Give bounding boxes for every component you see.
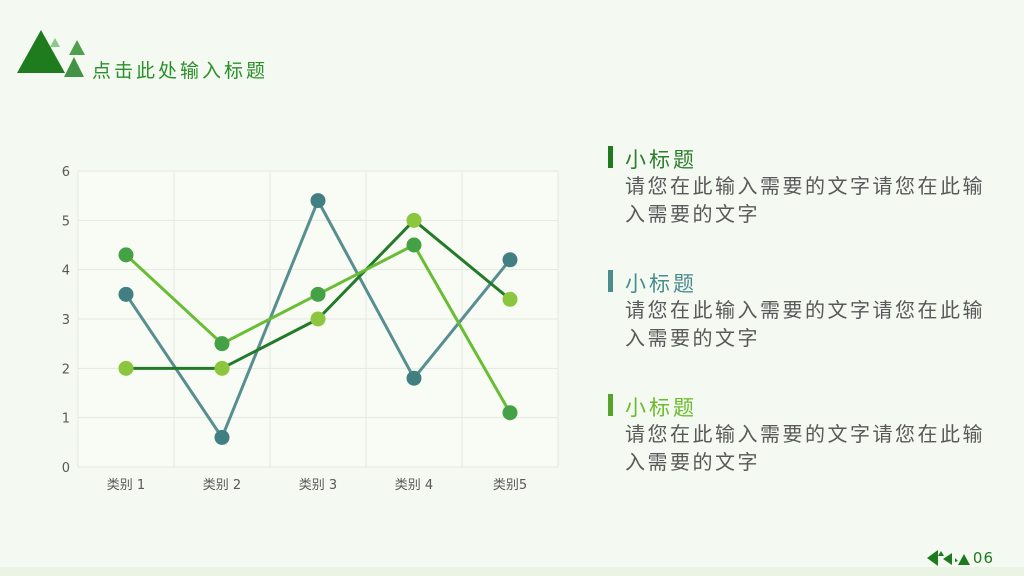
marker-dark-green-series — [310, 311, 326, 327]
y-tick-label: 3 — [62, 313, 70, 328]
y-tick-label: 0 — [62, 461, 70, 476]
section-heading[interactable]: 小标题 — [625, 148, 697, 172]
marker-bright-green-series — [502, 405, 518, 421]
marker-teal-series — [214, 429, 230, 445]
footer-triangles-icon — [926, 550, 970, 566]
marker-teal-series — [118, 286, 134, 302]
page-number: 06 — [972, 549, 994, 567]
logo-big-triangle-icon — [17, 30, 65, 73]
section-heading[interactable]: 小标题 — [625, 272, 697, 296]
y-tick-label: 1 — [62, 412, 70, 427]
section-heading[interactable]: 小标题 — [625, 396, 697, 420]
footer-strip — [0, 567, 1024, 576]
y-tick-label: 6 — [62, 165, 70, 180]
section-body-text[interactable]: 请您在此输入需要的文字请您在此输 入需要的文字 — [625, 298, 985, 350]
section-accent-bar — [608, 146, 613, 168]
line-chart[interactable]: 0 1 2 3 4 5 6 类别 1 类别 2 类别 3 类别 4 类别5 — [48, 155, 560, 507]
marker-dark-green-series — [406, 212, 422, 228]
x-category-label: 类别 3 — [299, 478, 337, 493]
section-body-text[interactable]: 请您在此输入需要的文字请您在此输 入需要的文字 — [625, 422, 985, 474]
marker-bright-green-series — [118, 247, 134, 263]
slide-title[interactable]: 点击此处输入标题 — [92, 60, 269, 82]
section-accent-bar — [608, 394, 613, 416]
x-category-label: 类别5 — [493, 478, 527, 493]
y-tick-label: 5 — [62, 214, 70, 229]
y-tick-label: 4 — [62, 264, 70, 279]
marker-teal-series — [406, 370, 422, 386]
page-number-cluster: 06 — [926, 549, 994, 567]
marker-bright-green-series — [310, 286, 326, 302]
marker-bright-green-series — [406, 237, 422, 253]
logo-small-light-triangle-icon — [50, 38, 60, 47]
marker-bright-green-series — [214, 336, 230, 352]
marker-dark-green-series — [214, 360, 230, 376]
section-accent-bar — [608, 270, 613, 292]
y-tick-label: 2 — [62, 362, 70, 377]
x-category-label: 类别 4 — [395, 478, 433, 493]
marker-dark-green-series — [118, 360, 134, 376]
marker-dark-green-series — [502, 291, 518, 307]
marker-teal-series — [310, 193, 326, 209]
marker-teal-series — [502, 252, 518, 268]
x-category-label: 类别 2 — [203, 478, 241, 493]
logo-upper-right-triangle-icon — [69, 40, 85, 55]
logo-lower-right-triangle-icon — [64, 57, 84, 77]
section-body-text[interactable]: 请您在此输入需要的文字请您在此输 入需要的文字 — [625, 174, 985, 226]
x-category-label: 类别 1 — [107, 478, 145, 493]
